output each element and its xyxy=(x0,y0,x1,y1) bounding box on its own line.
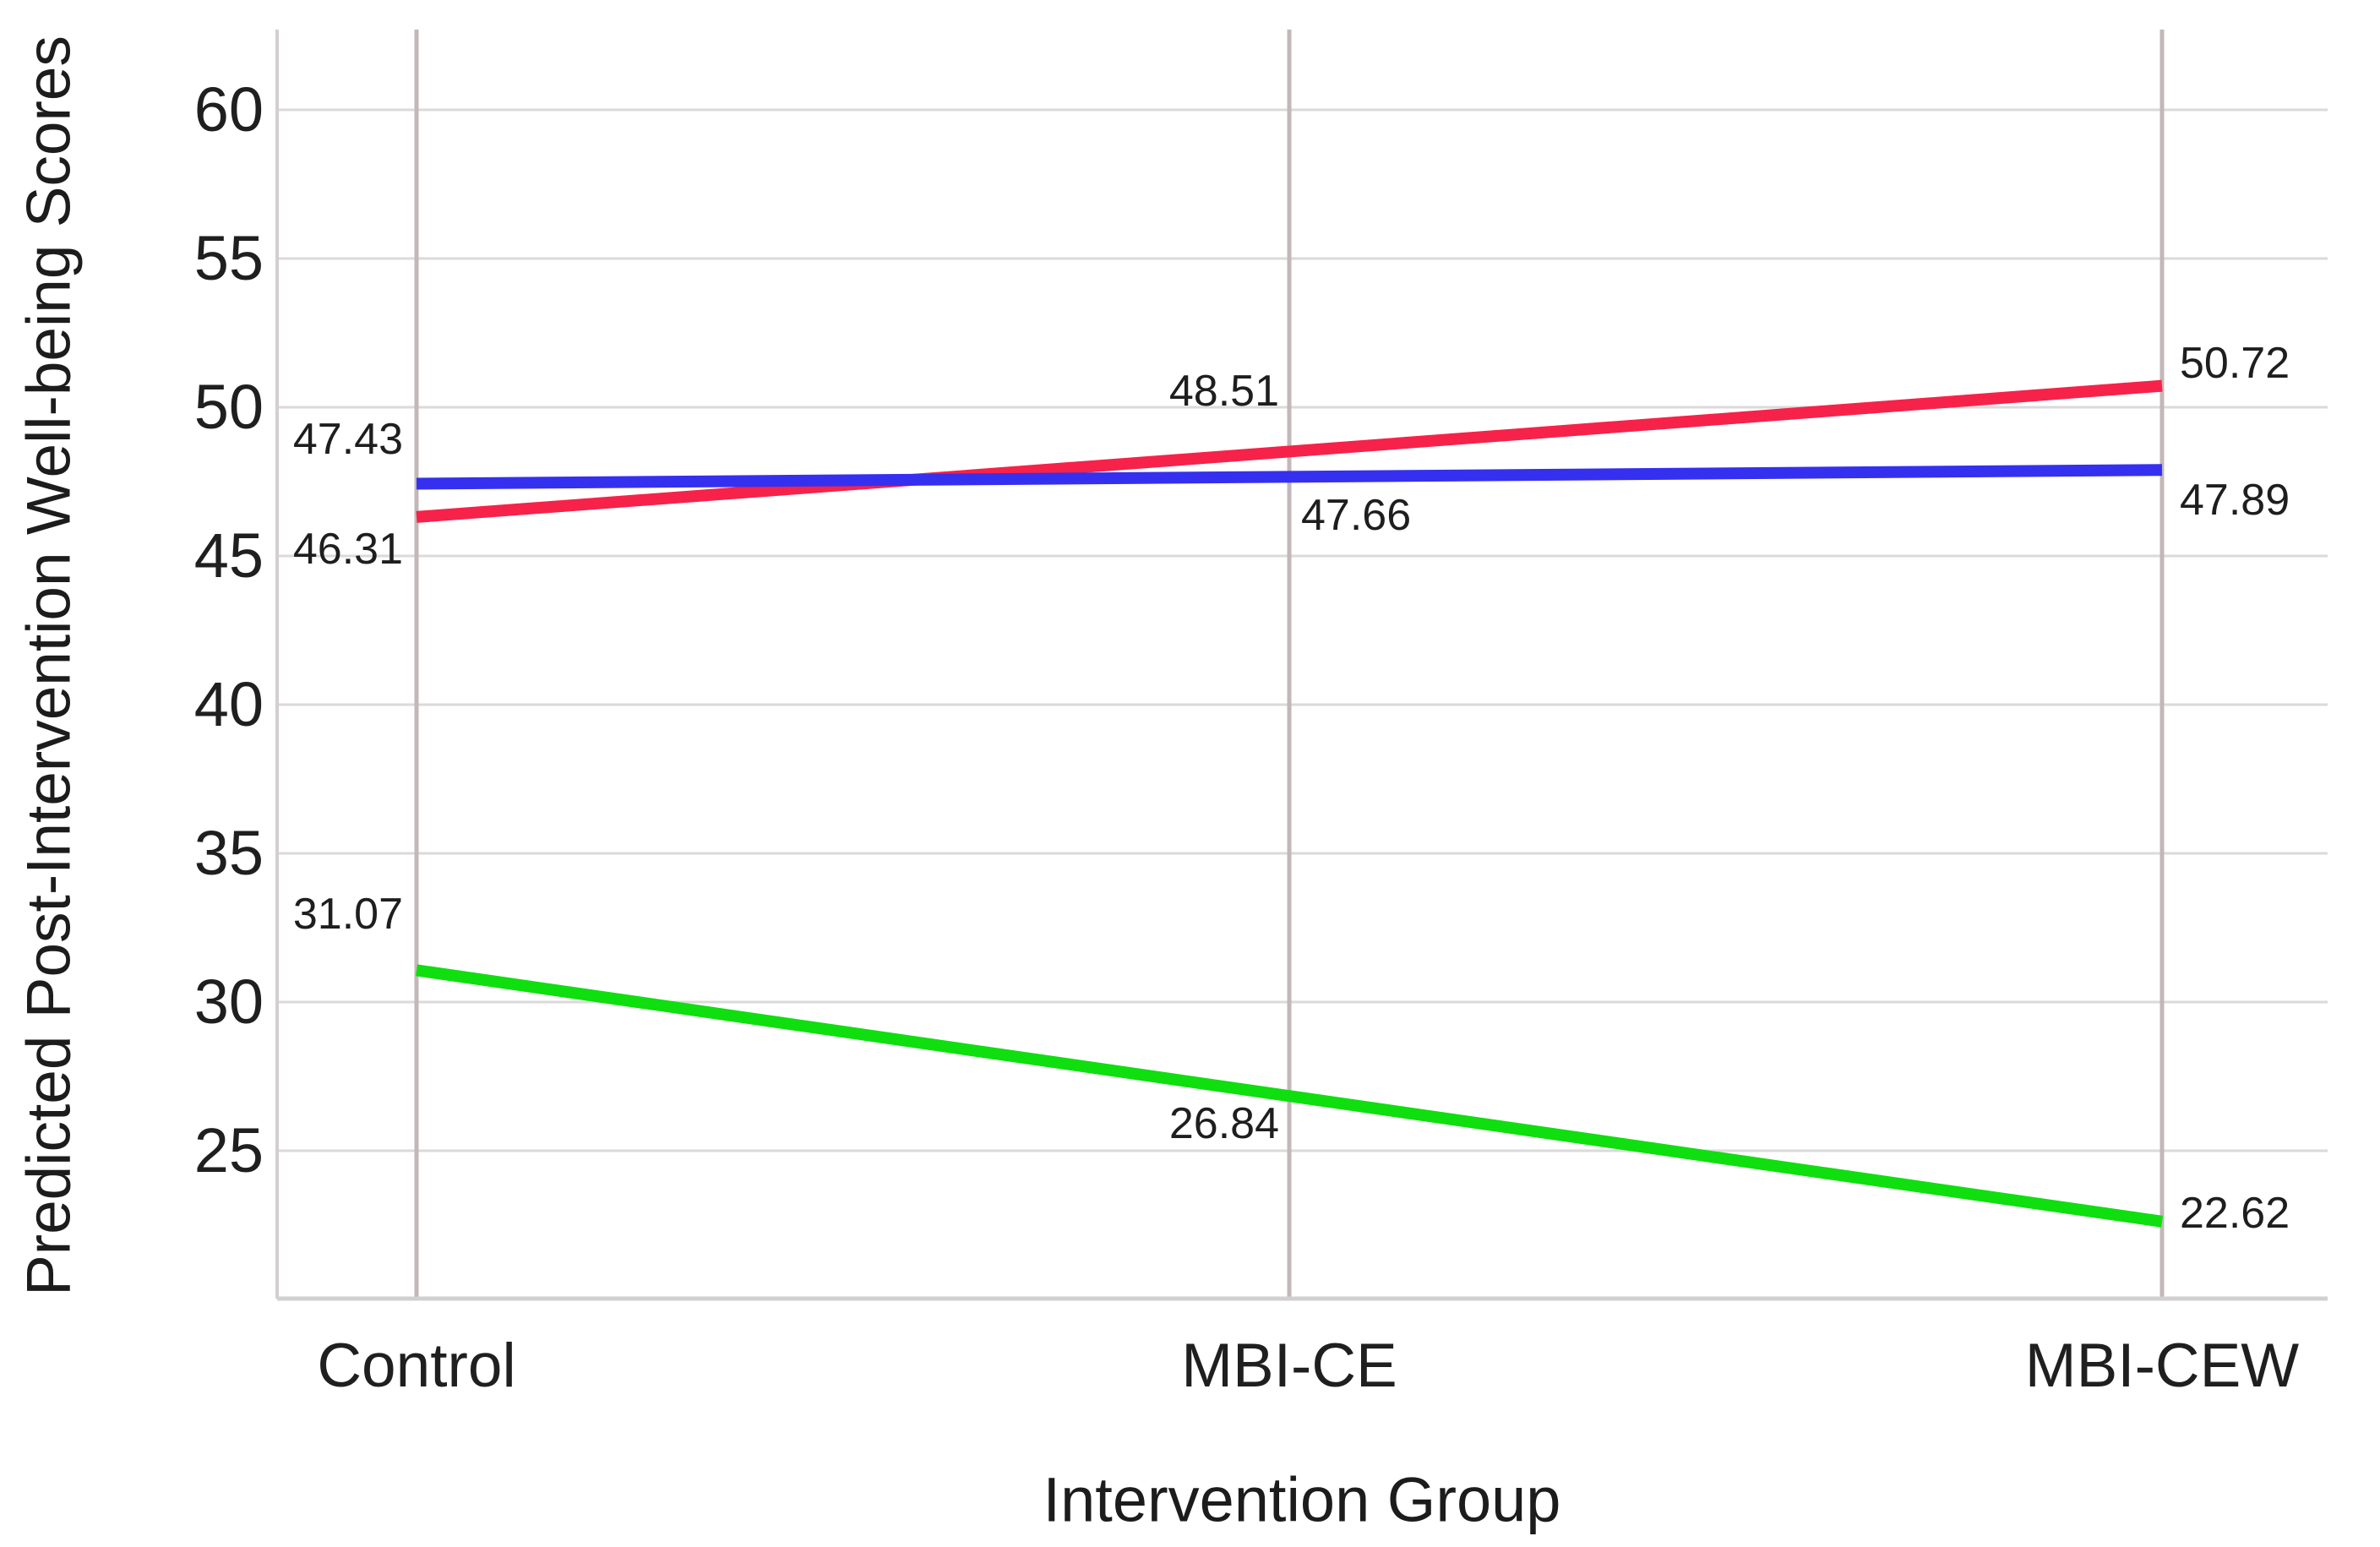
y-tick-label-25: 25 xyxy=(193,1115,264,1185)
x-tick-label-Control: Control xyxy=(317,1332,516,1400)
data-label-blue-flat-series-MBI-CE: 47.66 xyxy=(1301,491,1412,541)
series-line-green-declining-series xyxy=(416,964,2163,1228)
y-tick-label-30: 30 xyxy=(193,967,264,1037)
y-tick-label-45: 45 xyxy=(193,520,264,591)
y-tick-label-55: 55 xyxy=(193,223,264,293)
data-label-green-declining-series-MBI-CEW: 22.62 xyxy=(2180,1188,2290,1238)
x-axis-title: Intervention Group xyxy=(1043,1464,1561,1535)
data-label-red-rising-series-MBI-CE: 48.51 xyxy=(1168,367,1279,417)
data-label-green-declining-series-MBI-CE: 26.84 xyxy=(1168,1099,1279,1149)
y-tick-label-50: 50 xyxy=(193,372,264,442)
y-tick-label-40: 40 xyxy=(193,669,264,739)
data-label-blue-flat-series-MBI-CEW: 47.89 xyxy=(2180,476,2290,526)
series-line-blue-flat-series xyxy=(416,464,2163,490)
y-tick-label-60: 60 xyxy=(193,74,264,144)
data-label-green-declining-series-Control: 31.07 xyxy=(292,890,403,940)
x-tick-label-MBI-CE: MBI-CE xyxy=(1181,1332,1397,1400)
data-label-red-rising-series-MBI-CEW: 50.72 xyxy=(2180,338,2290,388)
data-label-blue-flat-series-Control: 47.43 xyxy=(292,415,403,465)
y-tick-label-35: 35 xyxy=(193,818,264,888)
series-line-red-rising-series xyxy=(416,379,2163,523)
data-label-red-rising-series-Control: 46.31 xyxy=(292,524,403,574)
x-tick-label-MBI-CEW: MBI-CEW xyxy=(2024,1332,2300,1400)
